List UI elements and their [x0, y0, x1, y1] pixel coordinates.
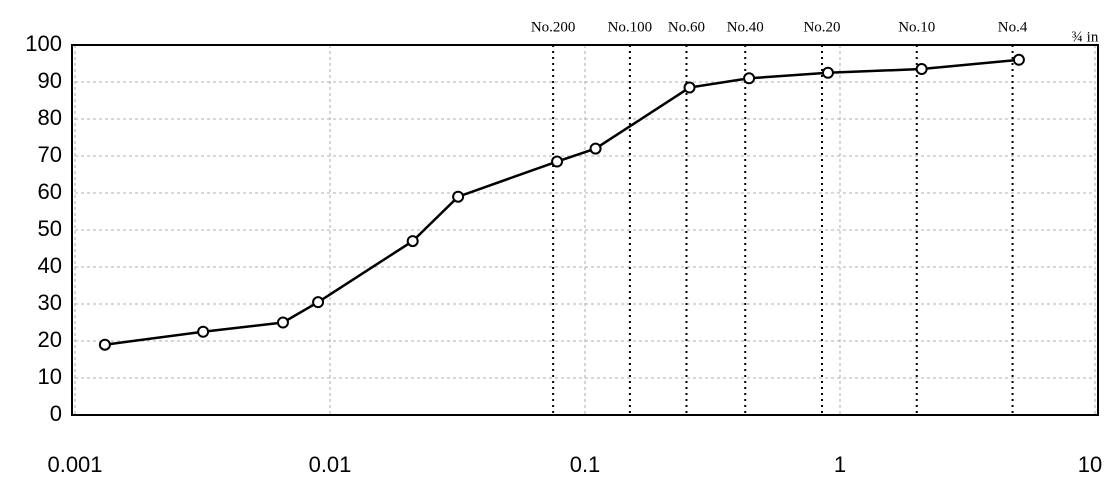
sieve-label: No.4 — [998, 19, 1028, 35]
data-point — [915, 63, 928, 76]
sieve-label: No.200 — [531, 19, 576, 35]
y-tick-label: 30 — [38, 290, 62, 315]
x-tick-label: 0.1 — [570, 452, 601, 477]
data-point — [452, 190, 465, 203]
sieve-label: No.40 — [727, 19, 764, 35]
y-tick-label: 40 — [38, 253, 62, 278]
x-tick-label: 0.001 — [47, 452, 102, 477]
y-tick-label: 100 — [25, 31, 62, 56]
data-line — [104, 58, 1020, 346]
plot-frame — [71, 44, 1099, 416]
y-tick-label: 90 — [38, 68, 62, 93]
sieve-label: No.100 — [608, 19, 653, 35]
data-point — [276, 316, 289, 329]
x-tick-label: 1 — [834, 452, 846, 477]
data-point — [589, 142, 602, 155]
x-tick-label: 10 — [1078, 452, 1102, 477]
y-tick-label: 20 — [38, 327, 62, 352]
sieve-label: No.10 — [898, 19, 935, 35]
y-tick-label: 0 — [50, 401, 62, 426]
data-point — [821, 66, 834, 79]
y-tick-label: 80 — [38, 105, 62, 130]
data-point — [98, 338, 111, 351]
y-tick-label: 10 — [38, 364, 62, 389]
sieve-label: No.20 — [803, 19, 840, 35]
y-tick-label: 50 — [38, 216, 62, 241]
data-point — [197, 325, 210, 338]
y-tick-label: 60 — [38, 179, 62, 204]
data-point — [683, 81, 696, 94]
y-tick-label: 70 — [38, 142, 62, 167]
data-point — [312, 296, 325, 309]
data-point — [551, 155, 564, 168]
x-tick-label: 0.01 — [309, 452, 352, 477]
sieve-label: No.60 — [668, 19, 705, 35]
data-point — [743, 72, 756, 85]
data-point — [406, 235, 419, 248]
sieve-label: ¾ in — [1072, 29, 1099, 45]
data-point — [1012, 53, 1025, 66]
